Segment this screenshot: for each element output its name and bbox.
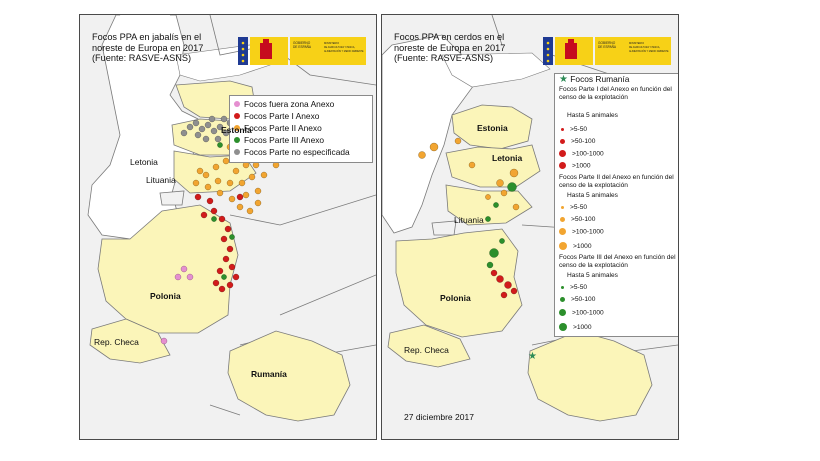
kaliningrad-shape bbox=[159, 190, 185, 206]
svg-text:GOBIERNO: GOBIERNO bbox=[598, 41, 616, 45]
label-rep-checa: Rep. Checa bbox=[404, 345, 449, 355]
legend-size-item: >1000 bbox=[559, 323, 676, 332]
logo-text-espana: DE ESPAÑA bbox=[293, 44, 312, 49]
outbreak-cluster-pink bbox=[160, 265, 194, 345]
legend-section-header: Focos Parte II del Anexo en función del … bbox=[559, 174, 674, 189]
gulf-of-bothnia bbox=[120, 15, 170, 49]
label-estonia: Estonia bbox=[477, 123, 508, 133]
svg-text:DE AGRICULTURA Y PESCA,: DE AGRICULTURA Y PESCA, bbox=[324, 46, 355, 49]
label-polonia: Polonia bbox=[150, 291, 181, 301]
legend-section-header: Focos Parte I del Anexo en función del c… bbox=[559, 86, 672, 101]
legend-size-item: >100-1000 bbox=[559, 150, 676, 158]
label-rep-checa: Rep. Checa bbox=[94, 337, 139, 347]
star-icon: ★ bbox=[528, 351, 537, 362]
legend-item: Focos Parte I Anexo bbox=[234, 111, 319, 121]
red-dot-icon bbox=[234, 113, 240, 119]
legend-size-item: >50-100 bbox=[559, 296, 676, 304]
pig-outbreaks-orange bbox=[418, 137, 520, 211]
kaliningrad-shape bbox=[431, 220, 457, 236]
map-panel-pigs: ★ Focos PPA en cerdos en el noreste de E… bbox=[381, 14, 679, 440]
poland-shape bbox=[97, 204, 239, 334]
outbreak-cluster-gray bbox=[180, 115, 242, 143]
gray-dot-icon bbox=[234, 149, 240, 155]
map-date: 27 diciembre 2017 bbox=[404, 412, 474, 422]
latvia-shape bbox=[445, 144, 541, 188]
legend-size-item: >5-50 bbox=[559, 126, 676, 134]
legend-pigs: ★ Focos Rumanía Focos Parte I del Anexo … bbox=[554, 73, 678, 337]
romania-shape bbox=[227, 330, 351, 422]
map-title: Focos PPA en cerdos en el noreste de Eur… bbox=[394, 32, 506, 63]
map-panel-wild-boar: Focos PPA en jabalís en el noreste de Eu… bbox=[79, 14, 377, 440]
legend-item: Focos Parte no especificada bbox=[234, 147, 350, 157]
legend-size-item: >5-50 bbox=[559, 204, 676, 212]
logo-text-ministry: MINISTERIO bbox=[324, 41, 339, 45]
green-dot-icon bbox=[234, 137, 240, 143]
pig-outbreaks-green bbox=[485, 182, 517, 269]
label-letonia: Letonia bbox=[130, 157, 158, 167]
romania-shape bbox=[527, 330, 653, 422]
label-estonia: Estonia bbox=[221, 125, 252, 135]
svg-text:DE AGRICULTURA Y PESCA,: DE AGRICULTURA Y PESCA, bbox=[629, 46, 660, 49]
estonia-shape bbox=[451, 104, 533, 150]
legend-item: Focos fuera zona Anexo bbox=[234, 99, 334, 109]
label-lituania: Lituania bbox=[146, 175, 176, 185]
lithuania-shape bbox=[445, 184, 533, 226]
map-pigs: ★ bbox=[382, 15, 678, 422]
legend-size-item: >100-1000 bbox=[559, 309, 676, 317]
gobierno-logo: GOBIERNO DE ESPAÑA MINISTERIO DE AGRICUL… bbox=[238, 37, 366, 65]
legend-rumania: ★ Focos Rumanía bbox=[559, 74, 630, 85]
label-polonia: Polonia bbox=[440, 293, 471, 303]
svg-text:ALIMENTACIÓN Y MEDIO AMBIENTE: ALIMENTACIÓN Y MEDIO AMBIENTE bbox=[629, 50, 669, 53]
label-lituania: Lituania bbox=[454, 215, 484, 225]
map-title: Focos PPA en jabalís en el noreste de Eu… bbox=[92, 32, 204, 63]
svg-text:DE ESPAÑA: DE ESPAÑA bbox=[598, 44, 617, 49]
gobierno-logo: GOBIERNO DE ESPAÑA MINISTERIO DE AGRICUL… bbox=[543, 37, 671, 65]
legend-section-header: Focos Parte III del Anexo en función del… bbox=[559, 254, 676, 269]
legend-item: Focos Parte III Anexo bbox=[234, 135, 324, 145]
outbreak-cluster-red bbox=[194, 193, 244, 293]
pink-dot-icon bbox=[234, 101, 240, 107]
orange-dot-icon bbox=[234, 125, 240, 131]
legend-size-item: >100-1000 bbox=[559, 228, 676, 236]
legend-size-item: >1000 bbox=[559, 162, 676, 170]
pig-outbreaks-red bbox=[490, 269, 518, 299]
czech-shape bbox=[89, 318, 171, 364]
poland-shape bbox=[395, 228, 523, 338]
star-icon: ★ bbox=[559, 74, 568, 85]
svg-text:MINISTERIO: MINISTERIO bbox=[629, 41, 644, 45]
czech-shape bbox=[387, 324, 471, 368]
label-rumania: Rumanía bbox=[251, 369, 287, 379]
map-wild-boar bbox=[87, 15, 376, 422]
legend-size-item: >50-100 bbox=[559, 216, 676, 224]
label-letonia: Letonia bbox=[492, 153, 523, 163]
gulf-of-finland bbox=[441, 52, 551, 88]
legend-size-item: >1000 bbox=[559, 242, 676, 251]
logo-text-gobierno: GOBIERNO bbox=[293, 41, 311, 45]
svg-text:ALIMENTACIÓN Y MEDIO AMBIENTE: ALIMENTACIÓN Y MEDIO AMBIENTE bbox=[324, 50, 364, 53]
legend-item: Focos Parte II Anexo bbox=[234, 123, 322, 133]
legend-wild-boar: Focos fuera zona Anexo Focos Parte I Ane… bbox=[229, 95, 373, 163]
legend-size-item: >5-50 bbox=[559, 284, 676, 292]
legend-size-item: >50-100 bbox=[559, 138, 676, 146]
